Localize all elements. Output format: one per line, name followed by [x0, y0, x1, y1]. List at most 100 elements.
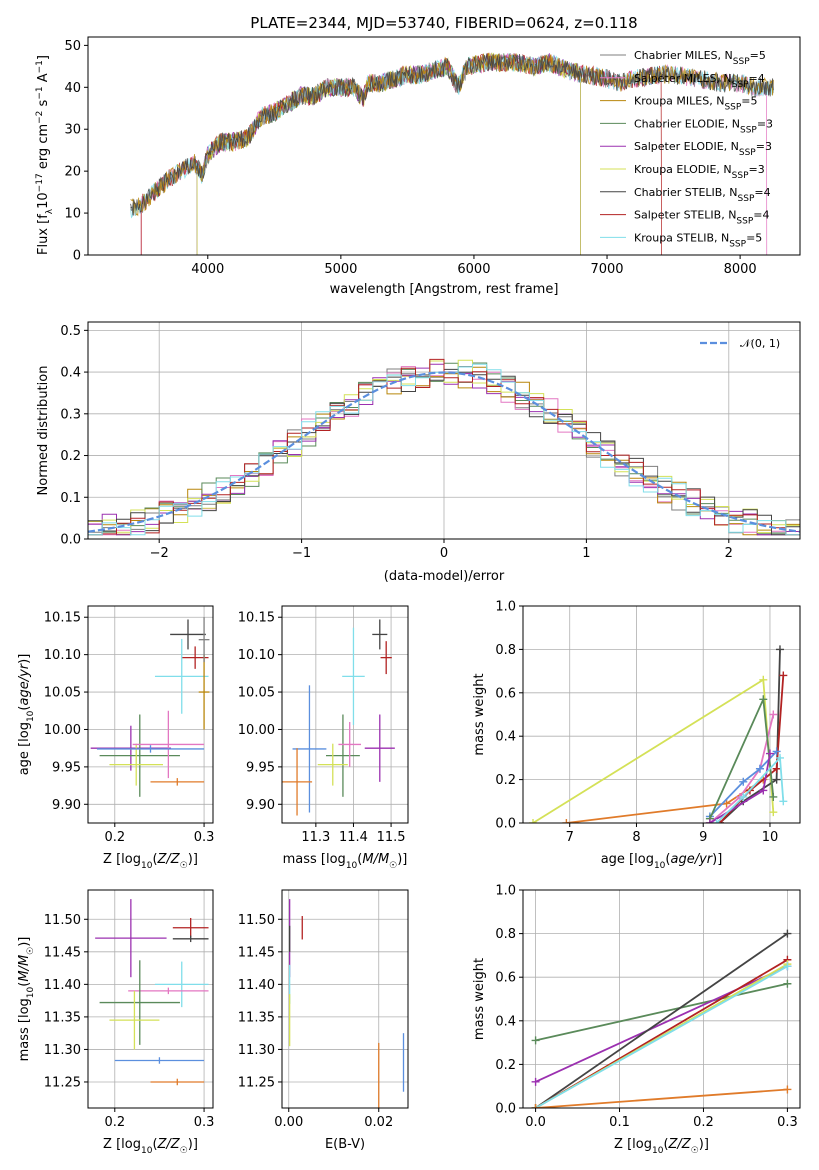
y-tick-label: 1.0: [495, 600, 516, 615]
y-tick-label: 11.40: [238, 978, 275, 993]
x-axis-label: age [log10(age/yr)]: [601, 852, 723, 871]
y-tick-label: 10.10: [238, 648, 275, 663]
y-tick-label: 0.4: [495, 730, 516, 745]
y-tick-label: 0.0: [60, 533, 81, 548]
errorbar-point: [154, 638, 209, 714]
weight-marker: [772, 764, 781, 773]
spectrum-lines: [130, 52, 774, 255]
weight-marker: [759, 786, 768, 795]
errorbar-point: [338, 721, 361, 767]
weight-marker: [775, 753, 784, 762]
errorbar-point: [150, 1078, 205, 1086]
weight-marker: [739, 792, 748, 801]
weight-marker: [759, 695, 768, 704]
weight-lines: [529, 645, 788, 823]
weight-marker: [759, 675, 768, 684]
errorbar-point: [372, 619, 388, 650]
weight-series: [535, 1088, 788, 1108]
x-axis-label: wavelength [Angstrom, rest frame]: [330, 282, 559, 297]
y-tick-label: 40: [64, 81, 81, 96]
y-tick-label: 0.5: [60, 324, 81, 339]
x-tick-label: 9: [699, 830, 707, 845]
weight-marker: [783, 979, 792, 988]
legend-label: Kroupa ELODIE, NSSP=3: [634, 163, 765, 181]
errorbar-point: [96, 745, 205, 753]
x-tick-label: 0.2: [693, 1115, 714, 1130]
spectrum-panel: 4000 5000 6000 7000 8000 0 10 20 30 40 50 wavelengt…: [35, 36, 801, 297]
x-tick-label: 11.4: [339, 830, 368, 845]
x-tick-label: −1: [292, 546, 311, 561]
y-tick-label: 11.50: [238, 913, 275, 928]
legend: Chabrier MILES, NSSP=5 Salpeter MILES, NS…: [600, 49, 773, 249]
errorbar-point: [380, 641, 392, 675]
legend-label: Salpeter STELIB, NSSP=4: [634, 209, 770, 227]
weight-marker: [755, 764, 764, 773]
weight-marker: [779, 671, 788, 680]
error-bars: [288, 899, 405, 1108]
x-tick-label: 0.1: [609, 1115, 630, 1130]
x-tick-label: 8000: [724, 262, 757, 277]
axes-frame: [87, 605, 214, 824]
weight-marker: [775, 645, 784, 654]
error-bars: [90, 617, 210, 797]
weight-marker: [722, 799, 731, 808]
y-tick-label: 10.00: [44, 723, 81, 738]
x-tick-label: 5000: [324, 262, 357, 277]
y-tick-label: 10: [64, 207, 81, 222]
y-axis-label: mass weight: [472, 673, 487, 755]
x-tick-label: 10: [762, 830, 779, 845]
x-tick-label: 0.3: [194, 1115, 215, 1130]
y-tick-label: 0.6: [495, 971, 516, 986]
weight-marker: [769, 792, 778, 801]
errorbar-point: [132, 710, 205, 779]
error-bars: [95, 899, 209, 1086]
errorbar-point: [154, 961, 209, 1008]
errorbar-point: [109, 743, 163, 786]
x-tick-label: 0.0: [525, 1115, 546, 1130]
y-tick-label: 30: [64, 123, 81, 138]
legend-label: Kroupa STELIB, NSSP=5: [634, 231, 762, 249]
errorbar-point: [109, 990, 160, 1050]
legend-label: Chabrier MILES, NSSP=5: [634, 49, 766, 67]
y-tick-label: 50: [64, 39, 81, 54]
y-tick-label: 0.4: [495, 1014, 516, 1029]
errorbar-point: [99, 714, 180, 797]
errorbar-point: [172, 935, 209, 943]
x-axis-label: Z [log10(Z/Z☉)]: [614, 1137, 709, 1156]
weight-marker: [769, 710, 778, 719]
y-axis-label: age [log10(age/yr)]: [17, 654, 36, 776]
y-tick-label: 11.30: [44, 1043, 81, 1058]
errorbar-point: [198, 617, 210, 663]
figure-title: PLATE=2344, MJD=53740, FIBERID=0624, z=0…: [250, 14, 637, 32]
y-tick-label: 11.35: [238, 1010, 275, 1025]
age-vs-z-panel: 0.2 0.3 9.90 9.95 10.00 10.05 10.10 10.15 Z [log…: [17, 605, 214, 871]
y-tick-label: 10.15: [44, 611, 81, 626]
errorbar-point: [114, 1057, 205, 1064]
weight-vs-z-panel: 0.0 0.1 0.2 0.3 0.0 0.2 0.4 0.6 0.8 1.0 Z [log10(Z…: [472, 884, 801, 1156]
x-tick-label: 7: [566, 830, 574, 845]
y-tick-label: 0.2: [495, 1058, 516, 1073]
histograms: [88, 358, 800, 536]
y-tick-label: 0.4: [60, 366, 81, 381]
y-tick-label: 0.1: [60, 491, 81, 506]
weight-series: [532, 678, 775, 823]
x-tick-label: 6000: [457, 262, 490, 277]
weight-marker: [765, 749, 774, 758]
weight-marker: [562, 819, 571, 823]
weight-marker: [712, 819, 721, 823]
y-tick-label: 11.45: [238, 945, 275, 960]
axes-frame: [281, 889, 409, 1109]
errorbar-point: [172, 917, 209, 938]
mass-vs-z-panel: 0.2 0.3 11.25 11.30 11.35 11.40 11.45 11.50 Z [l…: [17, 889, 215, 1156]
weight-marker: [783, 1085, 792, 1094]
spectrum-series: [130, 53, 774, 216]
y-tick-label: 1.0: [495, 884, 516, 899]
y-tick-label: 11.50: [44, 913, 81, 928]
y-tick-label: 11.25: [238, 1075, 275, 1090]
errorbar-point: [342, 627, 365, 725]
axes-frame: [87, 36, 801, 256]
age-vs-mass-panel: 11.3 11.4 11.5 9.90 9.95 10.00 10.05 10.10 10.15…: [238, 605, 409, 871]
errorbar-point: [364, 714, 395, 782]
x-axis-label: Z [log10(Z/Z☉)]: [103, 1137, 198, 1156]
weight-series: [535, 982, 788, 1042]
